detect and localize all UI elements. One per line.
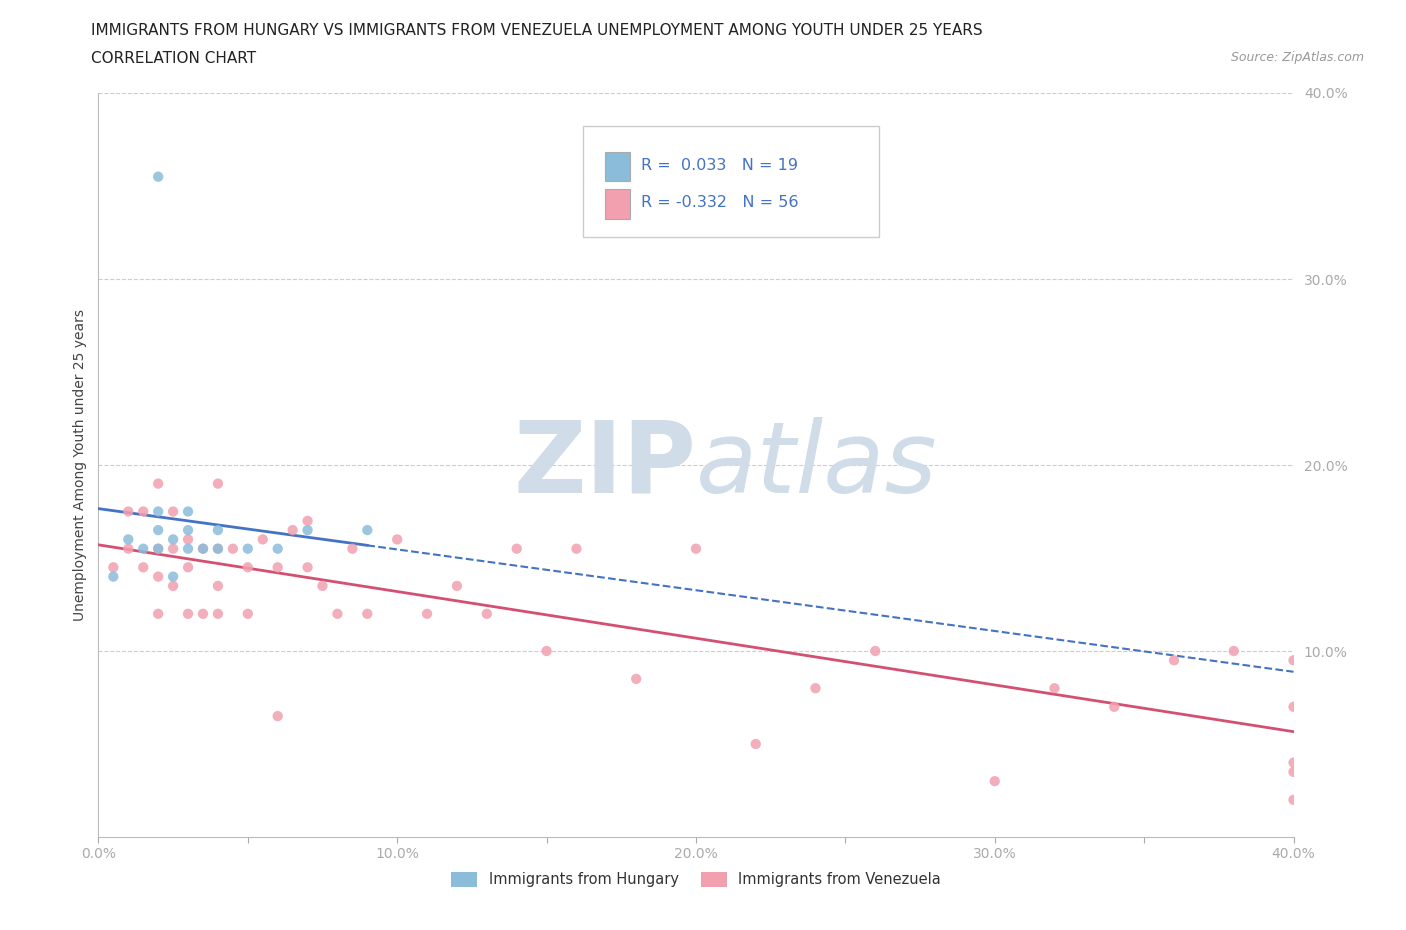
Point [117, 504, 139, 519]
Point [267, 709, 290, 724]
Point [177, 523, 200, 538]
Point [281, 523, 304, 538]
Point [148, 504, 170, 519]
Point [356, 523, 378, 538]
Text: Source: ZipAtlas.com: Source: ZipAtlas.com [1230, 51, 1364, 64]
Point [148, 476, 170, 491]
Text: CORRELATION CHART: CORRELATION CHART [91, 51, 256, 66]
Point [865, 644, 887, 658]
Legend: Immigrants from Hungary, Immigrants from Venezuela: Immigrants from Hungary, Immigrants from… [444, 866, 948, 893]
Point [162, 532, 184, 547]
Point [446, 578, 468, 593]
Point [536, 644, 558, 658]
Point [103, 569, 125, 584]
Point [297, 513, 319, 528]
Point [148, 523, 170, 538]
Point [685, 541, 707, 556]
Point [177, 541, 200, 556]
Point [148, 569, 170, 584]
Point [148, 541, 170, 556]
Text: IMMIGRANTS FROM HUNGARY VS IMMIGRANTS FROM VENEZUELA UNEMPLOYMENT AMONG YOUTH UN: IMMIGRANTS FROM HUNGARY VS IMMIGRANTS FR… [91, 23, 983, 38]
Point [132, 504, 155, 519]
Point [356, 606, 378, 621]
Point [297, 560, 319, 575]
Point [311, 578, 333, 593]
Point [191, 606, 214, 621]
Point [475, 606, 498, 621]
Point [1282, 792, 1305, 807]
Point [984, 774, 1007, 789]
Point [565, 541, 588, 556]
Point [1223, 644, 1246, 658]
Point [326, 606, 349, 621]
Point [236, 560, 259, 575]
Point [162, 578, 184, 593]
Point [385, 532, 409, 547]
Point [177, 504, 200, 519]
Point [1282, 764, 1305, 779]
Point [1104, 699, 1126, 714]
Point [1282, 755, 1305, 770]
Point [1282, 699, 1305, 714]
Point [148, 169, 170, 184]
Point [177, 560, 200, 575]
Point [1282, 653, 1305, 668]
Point [342, 541, 364, 556]
Point [804, 681, 827, 696]
Point [236, 541, 259, 556]
Point [1163, 653, 1185, 668]
Point [416, 606, 439, 621]
Point [162, 569, 184, 584]
Point [148, 606, 170, 621]
Point [745, 737, 768, 751]
Point [207, 606, 229, 621]
Point [236, 606, 259, 621]
Point [207, 578, 229, 593]
Point [177, 606, 200, 621]
Point [162, 541, 184, 556]
Point [132, 560, 155, 575]
Point [1043, 681, 1066, 696]
Point [132, 541, 155, 556]
Point [191, 541, 214, 556]
Text: R = -0.332   N = 56: R = -0.332 N = 56 [641, 195, 799, 210]
Point [506, 541, 529, 556]
Point [148, 541, 170, 556]
Point [117, 541, 139, 556]
Point [191, 541, 214, 556]
Point [267, 541, 290, 556]
Point [103, 560, 125, 575]
Text: R =  0.033   N = 19: R = 0.033 N = 19 [641, 158, 799, 173]
Point [267, 560, 290, 575]
Point [207, 541, 229, 556]
Point [207, 523, 229, 538]
Text: ZIP: ZIP [513, 417, 696, 513]
Point [297, 523, 319, 538]
Point [117, 532, 139, 547]
Point [626, 671, 648, 686]
Y-axis label: Unemployment Among Youth under 25 years: Unemployment Among Youth under 25 years [73, 309, 87, 621]
Point [207, 476, 229, 491]
Point [162, 504, 184, 519]
Point [207, 541, 229, 556]
Text: atlas: atlas [696, 417, 938, 513]
Point [222, 541, 245, 556]
Point [177, 532, 200, 547]
Point [252, 532, 274, 547]
